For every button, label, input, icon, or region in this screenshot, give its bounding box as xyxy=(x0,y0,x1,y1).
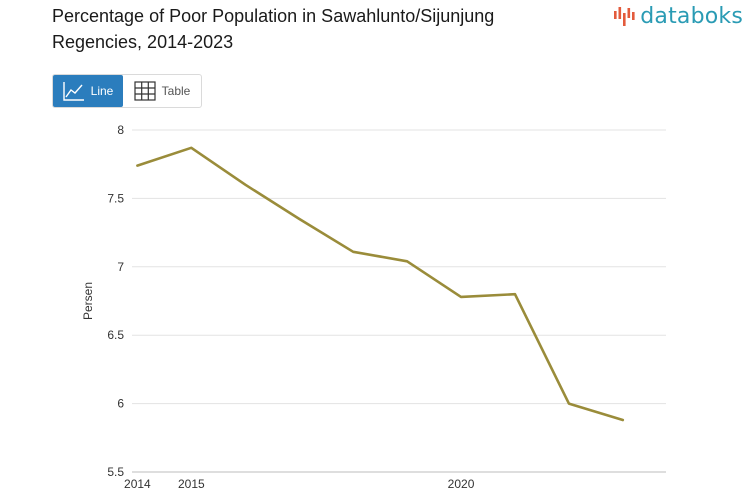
data-point[interactable] xyxy=(185,142,197,154)
data-point[interactable] xyxy=(617,414,629,426)
y-tick-label: 7 xyxy=(117,260,124,274)
chart-title: Percentage of Poor Population in Sawahlu… xyxy=(52,6,495,52)
table-view-button[interactable]: Table xyxy=(123,75,201,107)
line-view-button[interactable]: Line xyxy=(53,75,123,107)
y-tick-label: 5.5 xyxy=(107,465,124,479)
data-point[interactable] xyxy=(239,179,251,191)
data-point[interactable] xyxy=(455,291,467,303)
y-tick-label: 6.5 xyxy=(107,328,124,342)
y-tick-label: 6 xyxy=(117,397,124,411)
data-point[interactable] xyxy=(563,398,575,410)
x-tick-label: 2014 xyxy=(124,477,151,491)
databoks-logo-icon xyxy=(614,7,635,26)
line-chart-icon xyxy=(62,82,84,101)
data-point[interactable] xyxy=(293,213,305,225)
line-view-label: Line xyxy=(90,84,114,98)
view-toggle: Line Table xyxy=(52,74,202,108)
table-grid-icon xyxy=(134,81,156,101)
series-line xyxy=(136,146,625,422)
y-tick-label: 8 xyxy=(117,123,124,137)
data-point[interactable] xyxy=(131,160,143,172)
data-point[interactable] xyxy=(401,255,413,267)
x-tick-label: 2015 xyxy=(178,477,205,491)
data-point[interactable] xyxy=(347,246,359,258)
x-tick-label: 2020 xyxy=(448,477,475,491)
databoks-logo: databoks xyxy=(613,3,743,29)
table-view-label: Table xyxy=(161,84,191,98)
data-point[interactable] xyxy=(509,288,521,300)
brand-name: databoks xyxy=(640,3,743,29)
y-axis-label: Persen xyxy=(81,282,95,320)
y-tick-label: 7.5 xyxy=(107,191,124,205)
